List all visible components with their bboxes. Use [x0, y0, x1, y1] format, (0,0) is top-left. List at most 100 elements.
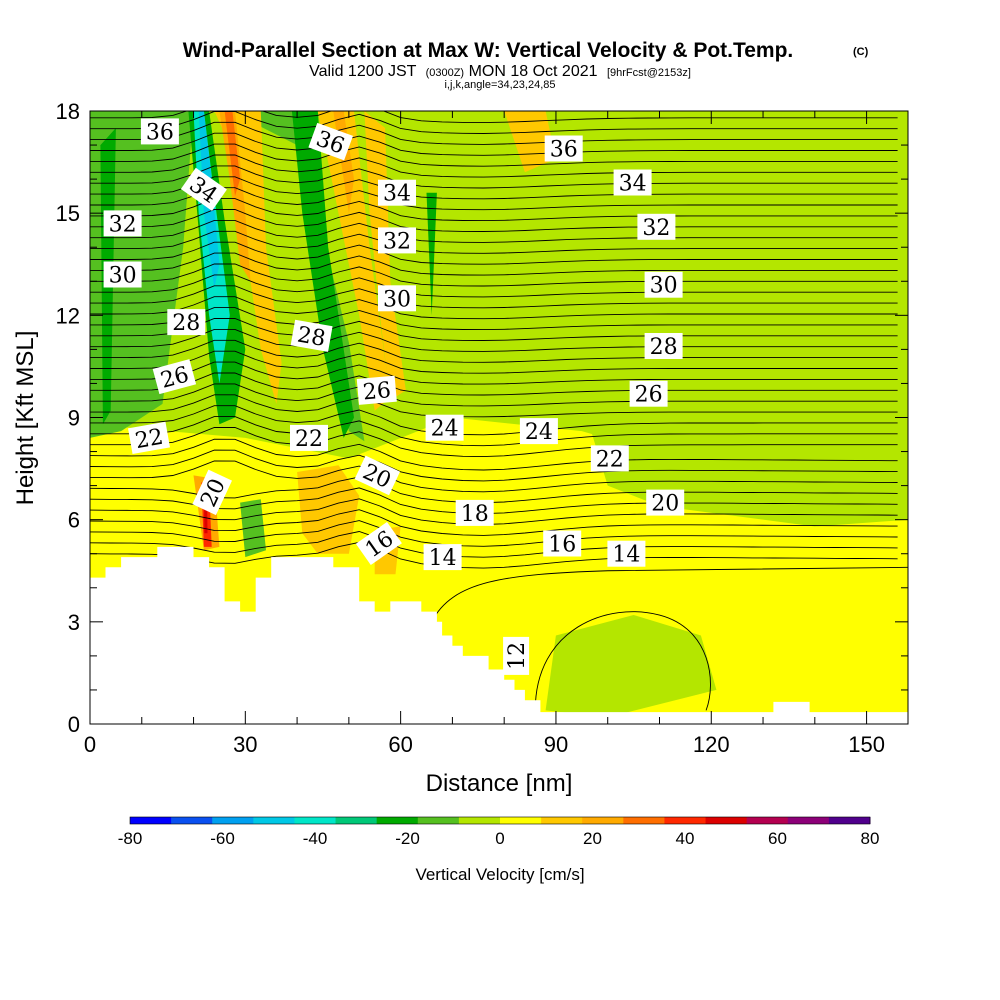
colorbar-swatch	[212, 817, 254, 824]
isentrope-line	[90, 241, 898, 265]
contour-label-text: 34	[619, 172, 647, 197]
contour-label-text: 22	[295, 427, 323, 452]
contour-label-box	[355, 521, 402, 566]
isentrope-line	[90, 438, 898, 471]
contour-label-text: 22	[596, 447, 624, 472]
contour-label-28: 28	[167, 309, 206, 336]
colorbar-swatch	[253, 817, 295, 824]
field-darkorange-band1	[219, 111, 251, 282]
isentrope-line	[90, 449, 898, 482]
contour-label-box	[425, 414, 464, 441]
chart-subtitle: Valid 1200 JST (0300Z) MON 18 Oct 2021 […	[309, 63, 691, 80]
contour-label-text: 26	[635, 383, 663, 408]
isentrope-line	[90, 328, 898, 352]
chart-subtitle-indices: i,j,k,angle=34,23,24,85	[444, 79, 555, 91]
contour-label-text: 36	[550, 138, 578, 163]
isentrope-line	[90, 460, 898, 493]
isentrope-line	[90, 509, 898, 536]
contour-label-18: 18	[455, 499, 494, 527]
contour-label-22: 22	[590, 445, 629, 472]
isentrope-line	[90, 176, 898, 200]
contour-label-box	[103, 261, 142, 288]
subtitle-valid-time: Valid 1200 JST	[309, 63, 417, 80]
colorbar-swatch	[376, 817, 419, 824]
contour-label-text: 16	[548, 533, 576, 558]
isentrope-lines	[90, 111, 908, 711]
isentrope-line	[90, 339, 898, 363]
contour-label-box	[613, 169, 652, 196]
contour-label-text: 24	[431, 417, 459, 442]
contour-label-box	[290, 319, 333, 352]
copyright-mark: (C)	[853, 46, 869, 58]
isentrope-line	[90, 187, 898, 211]
isentrope-line	[90, 307, 898, 331]
subtitle-utc: (0300Z)	[426, 67, 465, 79]
isentrope-line	[90, 487, 898, 515]
contour-label-box	[308, 122, 354, 161]
contour-label-text: 32	[383, 229, 411, 254]
field-yellowgreen-lower	[545, 615, 717, 718]
contour-label-28: 28	[644, 333, 683, 360]
field-green-left	[90, 111, 194, 438]
colorbar-tick-label: 80	[861, 829, 880, 848]
colorbar-swatch	[664, 817, 707, 824]
colorbar-tick-label: -40	[303, 829, 328, 848]
x-tick-label: 90	[544, 732, 568, 757]
colorbar-swatch	[458, 817, 501, 824]
contour-label-text: 20	[651, 492, 679, 517]
isentrope-line	[90, 274, 898, 298]
isentrope-line	[90, 198, 898, 222]
contour-label-text: 28	[650, 335, 678, 360]
isentrope-line	[90, 541, 898, 569]
isentrope-line	[90, 520, 898, 547]
contour-label-20: 20	[646, 489, 685, 517]
colorbar-swatch	[623, 817, 665, 824]
x-tick-label: 0	[84, 732, 96, 757]
isentrope-13-contour	[431, 566, 908, 623]
contour-label-text: 12	[505, 642, 530, 670]
isentrope-line	[90, 383, 898, 407]
contour-label-text: 30	[383, 287, 411, 312]
field-orange-top	[504, 111, 556, 173]
contour-label-box	[423, 544, 462, 571]
contour-label-box	[629, 380, 668, 407]
contour-label-box	[646, 489, 685, 516]
contour-label-34: 34	[378, 179, 416, 207]
contour-label-box	[140, 118, 179, 145]
colorbar-swatch	[787, 817, 830, 824]
colorbar-tick-label: 0	[495, 829, 504, 848]
contour-label-box	[544, 135, 583, 162]
contour-label-box	[167, 309, 206, 336]
contour-label-box	[503, 636, 530, 675]
contour-label-box	[152, 359, 197, 395]
field-orange-band3	[364, 111, 406, 401]
colorbar-tick-label: 60	[768, 829, 787, 848]
isentrope-line	[90, 209, 898, 232]
contour-label-box	[128, 421, 170, 455]
chart-title: Wind-Parallel Section at Max W: Vertical…	[183, 39, 794, 62]
contour-label-text: 30	[650, 274, 678, 299]
x-tick-label: 150	[848, 732, 885, 757]
colorbar-swatch	[541, 817, 583, 824]
y-tick-label: 18	[56, 99, 80, 124]
contour-label-14: 14	[607, 540, 646, 568]
x-tick-label: 30	[233, 732, 257, 757]
contour-label-text: 26	[362, 378, 392, 405]
contour-label-30: 30	[103, 261, 142, 289]
isentrope-line	[90, 350, 898, 374]
contour-label-box	[378, 285, 416, 312]
contour-label-box	[519, 418, 558, 445]
contour-label-16: 16	[543, 530, 582, 558]
contour-label-box	[103, 210, 142, 237]
contour-label-text: 36	[146, 120, 174, 145]
contour-label-text: 30	[109, 264, 137, 289]
isentrope-line	[90, 405, 898, 436]
colorbar-swatch	[335, 817, 378, 824]
isentrope-line	[90, 372, 898, 396]
contour-label-32: 32	[103, 210, 142, 237]
contour-label-box	[192, 469, 233, 516]
y-tick-label: 3	[68, 610, 80, 635]
isentrope-line	[90, 263, 898, 287]
colorbar-tick-label: -20	[395, 829, 420, 848]
